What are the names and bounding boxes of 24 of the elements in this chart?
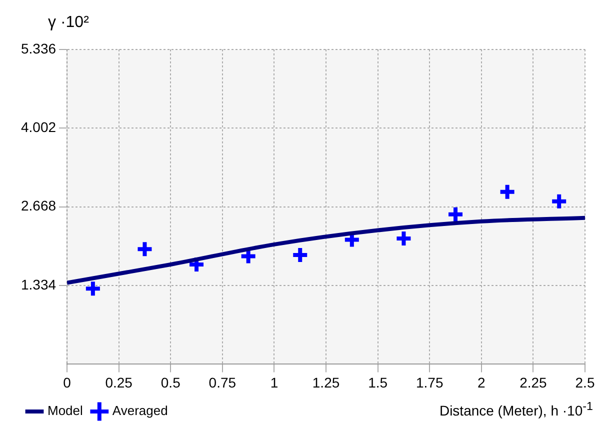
y-tick-label: 1.334 [20, 276, 56, 292]
x-tick-label: 2 [478, 374, 486, 390]
legend-label: Model [48, 403, 84, 418]
y-tick-label: 5.336 [20, 40, 56, 56]
x-tick-label: 2.5 [575, 374, 595, 390]
x-tick-label: 1.75 [416, 374, 444, 390]
y-tick-label: 4.002 [20, 118, 56, 135]
point [136, 240, 154, 258]
line-series [67, 216, 585, 285]
x-tick-label: 1.25 [312, 374, 340, 390]
x-tick-label: 0.75 [208, 374, 236, 390]
y-axis-title: γ ·10² [48, 14, 89, 32]
x-tick-label: 0 [63, 374, 72, 390]
point [84, 280, 102, 298]
x-tick-label: 1.5 [368, 374, 388, 390]
x-tick-label: 2.25 [520, 374, 548, 390]
x-axis-title: Distance (Meter), h ·10$^{-1}$ [439, 400, 593, 419]
x-tick-label: 0.5 [160, 374, 181, 390]
point [550, 192, 568, 210]
x-tick-label: 1 [270, 374, 278, 390]
y-tick-label: 2.668 [20, 198, 56, 214]
legend-label: Averaged [112, 403, 168, 418]
point [498, 182, 516, 201]
x-tick-label: 0.25 [105, 374, 133, 390]
